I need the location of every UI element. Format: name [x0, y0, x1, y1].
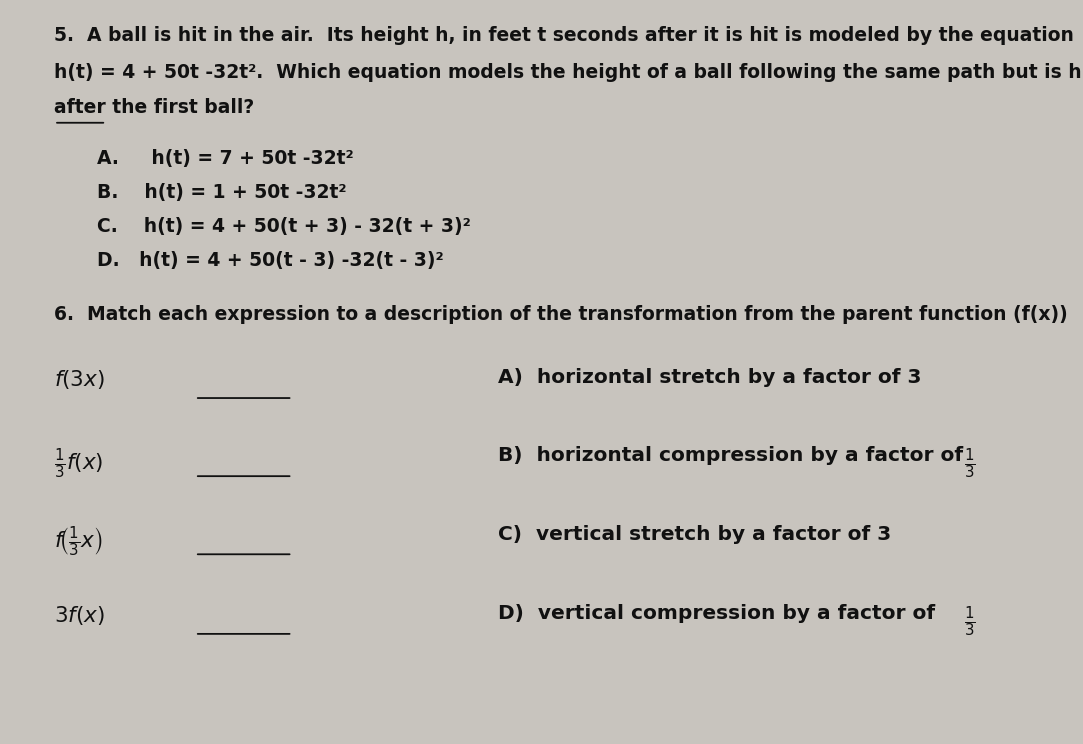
Text: D.   h(t) = 4 + 50(t - 3) -32(t - 3)²: D. h(t) = 4 + 50(t - 3) -32(t - 3)² — [97, 251, 444, 271]
Text: $\frac{1}{3}f(x)$: $\frac{1}{3}f(x)$ — [54, 446, 104, 481]
Text: $\frac{1}{3}$: $\frac{1}{3}$ — [964, 604, 976, 639]
Text: 5.  A ball is hit in the air.  Its height h, in feet t seconds after it is hit i: 5. A ball is hit in the air. Its height … — [54, 26, 1074, 45]
Text: $f(3x)$: $f(3x)$ — [54, 368, 105, 391]
Text: $3f(x)$: $3f(x)$ — [54, 604, 105, 627]
Text: B.    h(t) = 1 + 50t -32t²: B. h(t) = 1 + 50t -32t² — [97, 183, 347, 202]
Text: B)  horizontal compression by a factor of: B) horizontal compression by a factor of — [498, 446, 970, 466]
Text: after the first ball?: after the first ball? — [54, 98, 255, 118]
Text: 6.  Match each expression to a description of the transformation from the parent: 6. Match each expression to a descriptio… — [54, 305, 1068, 324]
Text: $\frac{1}{3}$: $\frac{1}{3}$ — [964, 446, 976, 481]
Text: h(t) = 4 + 50t -32t².  Which equation models the height of a ball following the : h(t) = 4 + 50t -32t². Which equation mod… — [54, 63, 1083, 83]
Text: D)  vertical compression by a factor of: D) vertical compression by a factor of — [498, 604, 942, 623]
Text: $f\!\left(\frac{1}{3}x\right)$: $f\!\left(\frac{1}{3}x\right)$ — [54, 525, 103, 559]
Text: A.     h(t) = 7 + 50t -32t²: A. h(t) = 7 + 50t -32t² — [97, 149, 354, 168]
Text: C.    h(t) = 4 + 50(t + 3) - 32(t + 3)²: C. h(t) = 4 + 50(t + 3) - 32(t + 3)² — [97, 217, 471, 237]
Text: A)  horizontal stretch by a factor of 3: A) horizontal stretch by a factor of 3 — [498, 368, 922, 388]
Text: C)  vertical stretch by a factor of 3: C) vertical stretch by a factor of 3 — [498, 525, 891, 544]
